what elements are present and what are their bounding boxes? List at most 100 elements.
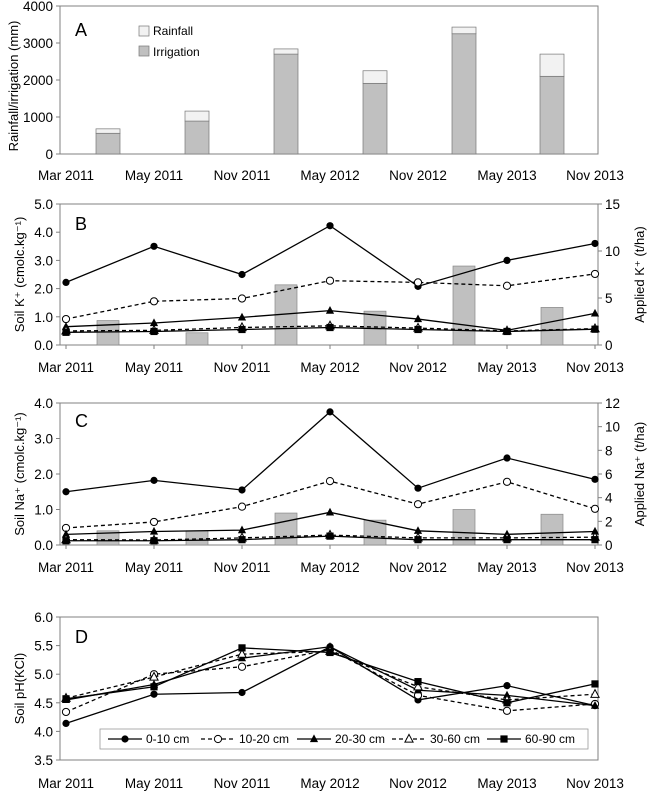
panel-b-point-60-90cm — [503, 327, 511, 336]
panel-a-bar-irrigation — [184, 120, 210, 155]
panel-c-point-60-90cm — [503, 536, 511, 544]
panel-c-point-10-20cm — [590, 504, 600, 513]
panel-c-y2tick-label: 12 — [605, 396, 620, 411]
panel-c-point-10-20cm — [413, 500, 423, 509]
panel-c-bar — [274, 512, 298, 546]
panel-a-legend-swatch-irrigation — [138, 45, 150, 57]
A-xtick-label: Mar 2011 — [38, 168, 94, 183]
panel-d-series-60-90cm-line — [65, 647, 596, 704]
panel-b-point-0-10cm — [326, 222, 334, 230]
panel-c-bar — [540, 513, 564, 546]
panel-c-point-60-90cm — [62, 537, 70, 545]
panel-c-point-60-90cm — [150, 537, 158, 545]
panel-d-ytick-label: 5.0 — [34, 667, 53, 682]
panel-a-legend-swatch-rainfall — [138, 25, 150, 37]
panel-b-point-0-10cm — [591, 239, 599, 248]
panel-a-ytick-label: 3000 — [23, 36, 53, 51]
B-xtick-label: May 2013 — [477, 360, 536, 375]
panel-d-point-30-60cm — [413, 681, 423, 691]
C-xtick-label: Mar 2011 — [38, 560, 94, 575]
panel-c-y2tick-label: 4 — [605, 491, 613, 506]
panel-c-point-0-10cm — [326, 408, 334, 416]
panel-d-point-0-10cm — [62, 719, 70, 727]
panel-b-point-10-20cm — [149, 297, 159, 306]
D-xtick-label: Nov 2013 — [566, 776, 624, 791]
panel-d-point-10-20cm — [237, 662, 247, 671]
panel-d-point-0-10cm — [503, 682, 511, 690]
panel-a-bar-irrigation — [362, 82, 388, 155]
panel-b-bar — [185, 332, 209, 346]
panel-d-point-60-90cm — [326, 648, 334, 657]
panel-b-point-0-10cm — [150, 242, 158, 250]
panel-d-point-30-60cm — [149, 671, 159, 681]
panel-c-point-20-30cm — [237, 525, 247, 534]
panel-b-ylabel: Soil K⁺ (cmolc.kg⁻¹) — [12, 217, 27, 333]
panel-d-point-60-90cm — [238, 644, 246, 652]
C-xtick-label: Nov 2011 — [214, 560, 271, 575]
panel-a-bar-irrigation — [539, 75, 565, 155]
panel-c-point-10-20cm — [325, 477, 335, 486]
panel-c-ytick-label: 1.0 — [34, 503, 53, 518]
panel-d-ylabel: Soil pH(KCl) — [12, 653, 27, 725]
panel-b-point-0-10cm — [238, 270, 246, 279]
panel-d-ytick-label: 3.5 — [34, 753, 53, 768]
panel-d-series-0-10cm-line — [65, 645, 596, 725]
panel-c-point-10-20cm — [237, 502, 247, 511]
panel-b-point-60-90cm — [414, 325, 422, 334]
panel-b-point-10-20cm — [502, 281, 512, 290]
panel-d-legend-label: 0-10 cm — [146, 732, 189, 746]
panel-d-series-30-60cm-line — [65, 650, 596, 701]
panel-d-point-30-60cm — [590, 688, 600, 698]
panel-a-bar-rainfall — [273, 48, 299, 55]
panel-d-letter: D — [75, 627, 88, 647]
panel-c-ytick-label: 0.0 — [34, 538, 53, 553]
panel-b-letter: B — [75, 214, 87, 234]
panel-c-y2tick-label: 2 — [605, 514, 613, 529]
panel-b-ytick-label: 1.0 — [34, 310, 53, 325]
panel-d-legend-label: 20-30 cm — [335, 732, 385, 746]
panel-a-bar-rainfall — [451, 26, 477, 35]
B-xtick-label: May 2012 — [300, 360, 359, 375]
panel-b-ytick-label: 2.0 — [34, 282, 53, 297]
panel-c-y2tick-label: 10 — [605, 420, 620, 435]
panel-d-legend-label: 10-20 cm — [239, 732, 289, 746]
panel-b-y2tick-label: 15 — [605, 197, 620, 212]
panel-a-ytick-label: 1000 — [23, 110, 53, 125]
panel-c-point-20-30cm — [413, 526, 423, 534]
D-xtick-label: May 2011 — [125, 776, 183, 791]
panel-c-ytick-label: 2.0 — [34, 467, 53, 482]
panel-c-frame — [59, 402, 599, 546]
panel-c-point-20-30cm — [149, 526, 159, 535]
panel-c-y2tick-label: 0 — [605, 538, 613, 553]
D-xtick-label: Nov 2012 — [389, 776, 447, 791]
A-xtick-label: Nov 2012 — [389, 168, 447, 183]
panel-c-point-10-20cm — [502, 477, 512, 486]
panel-c-point-20-30cm — [61, 529, 71, 538]
panel-d-legend-marker — [500, 735, 508, 743]
panel-d-point-60-90cm — [150, 683, 158, 691]
C-xtick-label: Nov 2013 — [566, 560, 624, 575]
panel-a-bar-rainfall — [95, 128, 121, 134]
panel-d-point-60-90cm — [414, 678, 422, 686]
panel-b-point-20-30cm — [237, 312, 247, 321]
D-xtick-label: May 2012 — [300, 776, 359, 791]
A-xtick-label: Nov 2013 — [566, 168, 624, 183]
panel-c-point-60-90cm — [326, 532, 334, 540]
panel-b-ytick-label: 0.0 — [34, 338, 53, 353]
panel-c-point-10-20cm — [149, 517, 159, 527]
panel-b-point-10-20cm — [590, 269, 600, 279]
panel-d-point-60-90cm — [62, 695, 70, 703]
C-xtick-label: May 2013 — [477, 560, 536, 575]
panel-d-ytick-label: 6.0 — [34, 610, 53, 625]
panel-d-legend-box — [99, 728, 589, 750]
panel-d-legend-marker — [404, 733, 414, 743]
panel-a-bar-irrigation — [95, 132, 121, 155]
panel-d-point-0-10cm — [150, 690, 158, 698]
panel-d-point-20-30cm — [590, 701, 600, 709]
panel-c-point-0-10cm — [62, 488, 70, 496]
panel-a-bar-rainfall — [362, 70, 388, 84]
panel-a-bar-rainfall — [184, 110, 210, 122]
panel-c-bar — [185, 530, 209, 546]
panel-b-point-60-90cm — [238, 325, 246, 334]
panel-b-point-20-30cm — [325, 305, 335, 314]
